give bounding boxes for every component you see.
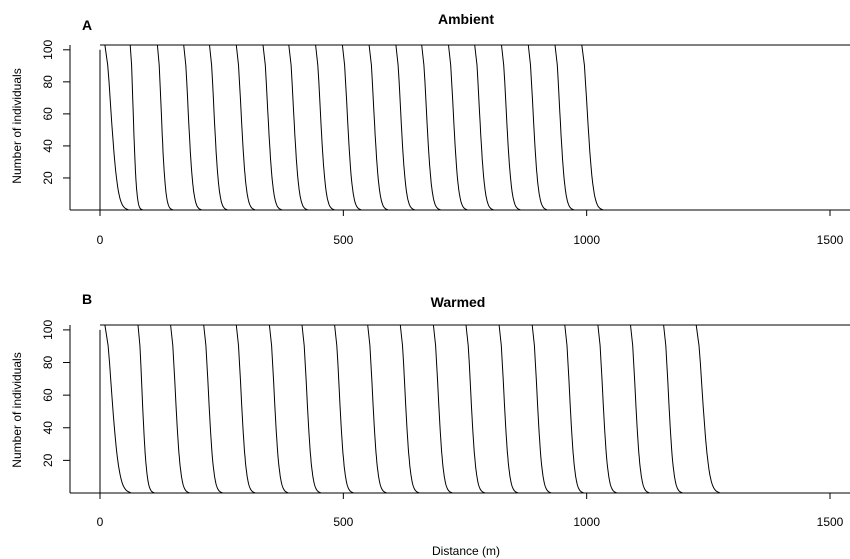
panel-label: A [82,17,92,33]
x-tick-label: 0 [97,233,104,247]
panel-a: A Ambient Number of individuals 0 500 1000… [10,11,850,247]
y-tick-label: 100 [41,320,55,340]
front-curves [99,44,850,211]
front-curve [170,324,190,494]
front-curve [315,44,335,211]
front-curve [268,324,289,494]
x-axis-label: Distance (m) [432,544,500,558]
front-curve [448,44,468,211]
front-curve [183,44,202,211]
x-tick-label: 1000 [573,515,600,529]
y-tick-label: 60 [41,388,55,402]
front-curve [564,324,584,494]
chart-title: Warmed [431,294,486,310]
front-curve [527,44,548,211]
front-curve [554,44,575,211]
front-curve [137,324,155,494]
front-curve [203,324,223,494]
front-curve [301,324,322,494]
x-tick-label: 1500 [817,233,844,247]
front-curve [432,324,453,494]
front-curve [399,324,420,494]
y-ticks: 20 40 60 80 100 [41,39,70,185]
front-curve [262,44,283,211]
y-axis-label: Number of individuals [10,68,24,183]
front-curve [465,324,486,494]
x-ticks: 0 500 1000 1500 [97,493,844,529]
front-curve [663,324,683,494]
x-tick-label: 1500 [817,515,844,529]
y-tick-label: 20 [41,171,55,185]
y-tick-label: 60 [41,107,55,121]
front-curve [235,44,256,211]
panel-b: B Warmed Number of individuals 0 500 1000 1… [10,291,850,558]
y-tick-label: 100 [41,39,55,59]
front-curve [209,44,228,211]
front-curves [99,324,850,494]
y-tick-label: 40 [41,421,55,435]
front-curve [235,324,256,494]
front-curve [288,44,309,211]
front-curve [695,324,721,494]
front-curve [531,324,552,494]
front-curve [474,44,494,211]
x-ticks: 0 500 1000 1500 [97,210,844,247]
panel-label: B [82,291,92,307]
x-tick-label: 0 [97,515,104,529]
y-tick-label: 20 [41,453,55,467]
front-curve [367,324,387,494]
front-curve [421,44,441,211]
front-curve [597,324,618,494]
y-tick-label: 80 [41,75,55,89]
front-curve [156,44,174,211]
y-tick-label: 40 [41,139,55,153]
y-tick-label: 80 [41,356,55,370]
front-curve [341,44,362,211]
front-curve [498,324,519,494]
x-tick-label: 1000 [573,233,600,247]
x-tick-label: 500 [333,515,353,529]
chart-title: Ambient [438,11,494,27]
y-ticks: 20 40 60 80 100 [41,320,70,467]
front-curve [104,324,132,494]
front-curve [630,324,650,494]
front-curve [501,44,521,211]
front-curve [129,44,144,211]
front-curve [334,324,354,494]
front-curve [581,44,604,211]
y-axis-label: Number of individuals [10,352,24,467]
front-curve [104,44,129,211]
front-curve [395,44,416,211]
x-tick-label: 500 [333,233,353,247]
front-curve [368,44,389,211]
